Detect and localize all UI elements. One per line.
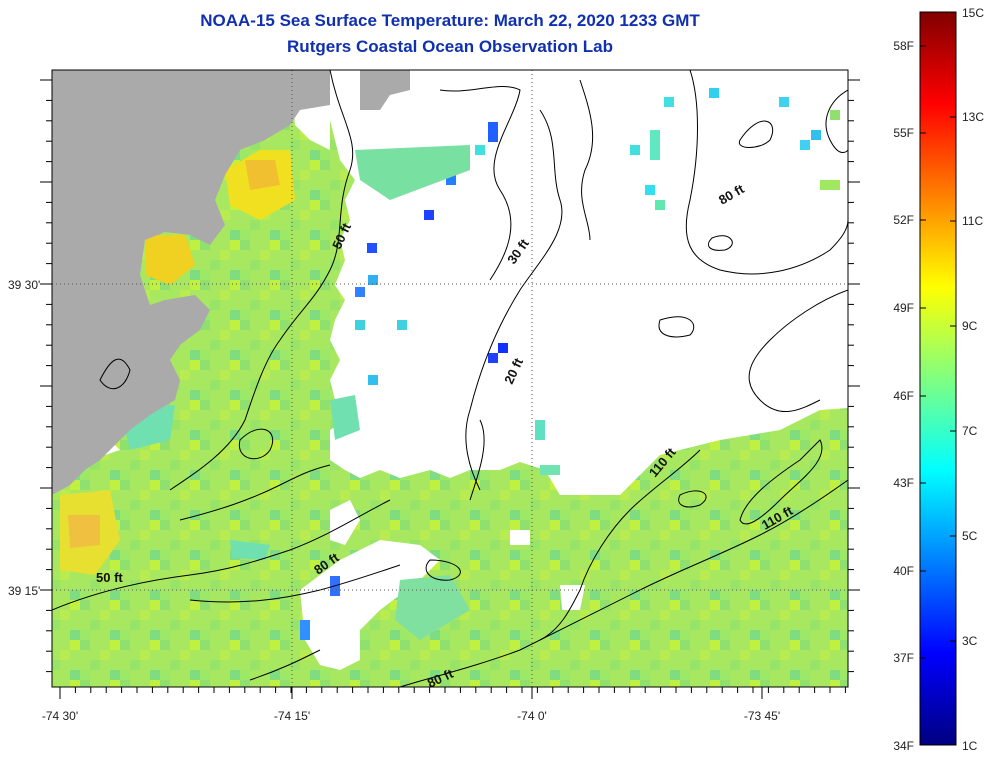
fahrenheit-label: 43F: [893, 476, 914, 490]
map-subtitle: Rutgers Coastal Ocean Observation Lab: [287, 37, 613, 56]
celsius-label: 15C: [962, 6, 984, 20]
sst-warm-patches: [60, 150, 295, 575]
colorbar-fahrenheit-labels: 58F 55F 52F 49F 46F 43F 40F 37F 34F: [893, 39, 914, 753]
colorbar: [919, 11, 957, 746]
fahrenheit-label: 55F: [893, 126, 914, 140]
y-tick-label: 39 30': [8, 278, 40, 292]
colorbar-ticks: [920, 45, 956, 659]
cloud-mask: [60, 70, 848, 670]
x-tick-label: -73 45': [744, 709, 780, 723]
x-tick-label: -74 0': [517, 709, 547, 723]
map-title: NOAA-15 Sea Surface Temperature: March 2…: [200, 11, 700, 30]
bathymetry-contours: [52, 70, 848, 687]
x-tick-label: -74 30': [42, 709, 78, 723]
celsius-label: 5C: [962, 529, 978, 543]
land-nj-peninsula: [52, 430, 62, 475]
colorbar-celsius-labels: 15C 13C 11C 9C 7C 5C 3C 1C: [962, 6, 984, 753]
fahrenheit-label: 37F: [893, 651, 914, 665]
fahrenheit-label: 49F: [893, 301, 914, 315]
map-frame: [51, 69, 849, 688]
celsius-label: 13C: [962, 110, 984, 124]
celsius-label: 1C: [962, 739, 978, 753]
fahrenheit-label: 34F: [893, 739, 914, 753]
celsius-label: 3C: [962, 634, 978, 648]
land-top-gray: [360, 70, 410, 110]
fahrenheit-label: 46F: [893, 389, 914, 403]
land-new-jersey: [52, 70, 330, 495]
contour-label: 50 ft: [96, 570, 123, 585]
x-tick-label: -74 15': [274, 709, 310, 723]
celsius-label: 9C: [962, 319, 978, 333]
y-tick-label: 39 15': [8, 584, 40, 598]
sst-scattered-pixels: [300, 88, 840, 640]
minor-ticks: [46, 79, 854, 693]
celsius-label: 11C: [962, 214, 983, 228]
sst-field: [52, 70, 848, 687]
graticule: [52, 70, 848, 687]
celsius-label: 7C: [962, 424, 978, 438]
fahrenheit-label: 58F: [893, 39, 914, 53]
fahrenheit-label: 40F: [893, 564, 914, 578]
fahrenheit-label: 52F: [893, 213, 914, 227]
